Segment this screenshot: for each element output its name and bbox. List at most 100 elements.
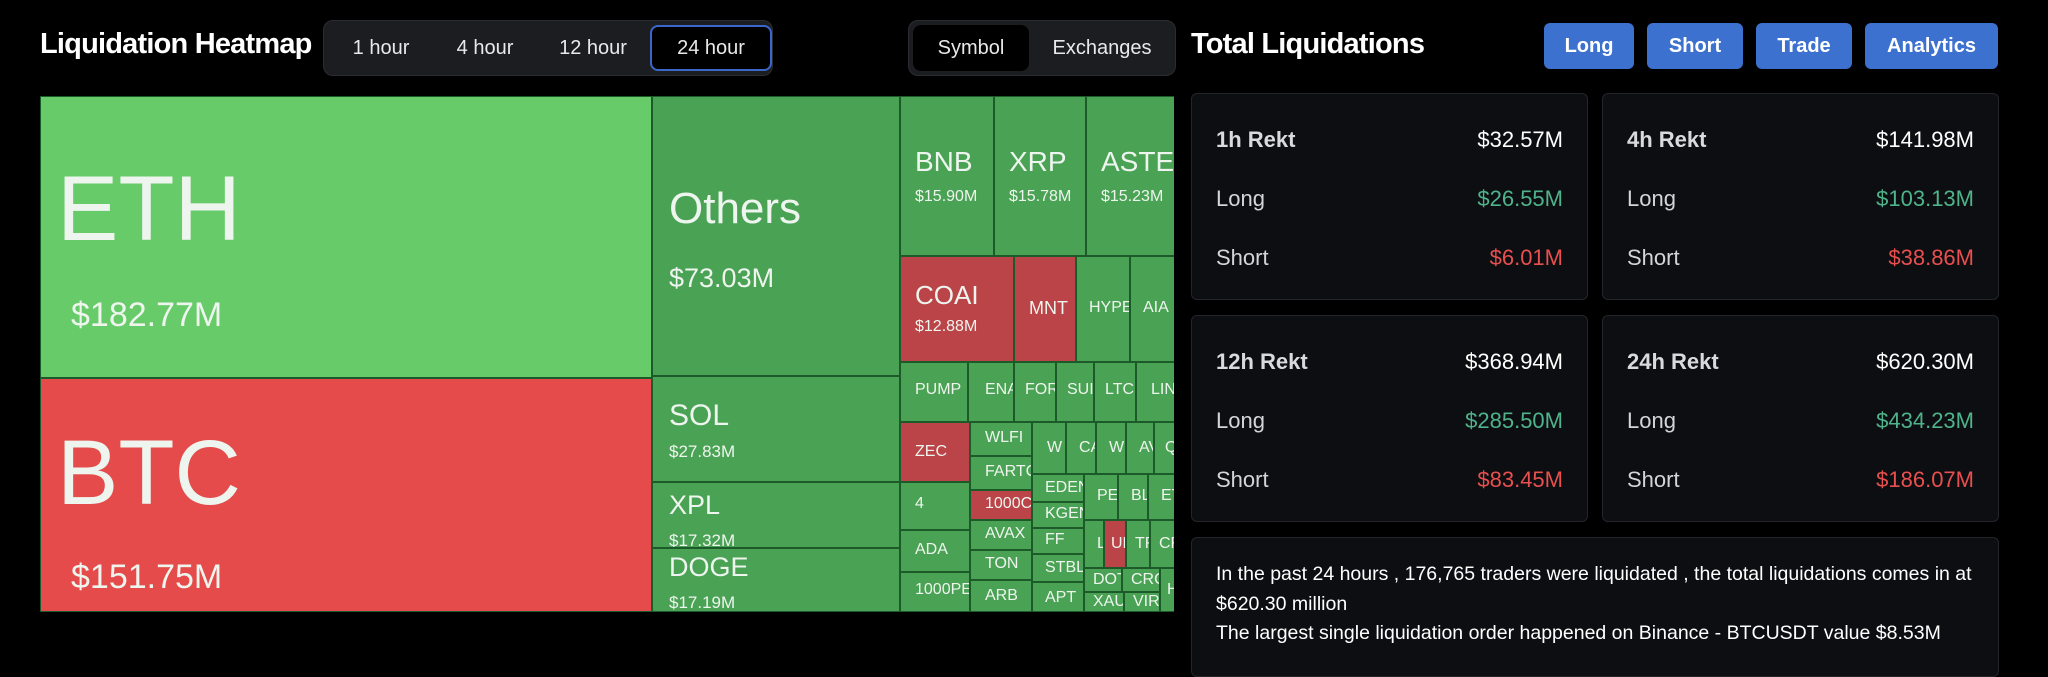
heatmap-tile-arb[interactable]: ARB: [970, 580, 1032, 612]
timeframe-4-hour[interactable]: 4 hour: [456, 37, 514, 59]
heatmap-tile-w[interactable]: W: [1032, 422, 1066, 474]
liquidation-summary: In the past 24 hours , 176,765 traders w…: [1191, 537, 1999, 677]
heatmap-tile-stbl[interactable]: STBL: [1032, 554, 1084, 582]
heatmap-tile-doge[interactable]: DOGE $17.19M: [652, 548, 900, 612]
tile-symbol: ZEC: [915, 443, 947, 460]
heatmap-tile-bnb[interactable]: BNB $15.90M: [900, 96, 994, 256]
tile-symbol: SOL: [669, 399, 730, 432]
heatmap-tile-coai[interactable]: COAI $12.88M: [900, 256, 1014, 362]
summary-line-2: The largest single liquidation order hap…: [1216, 622, 1941, 644]
heatmap-tile-hbar[interactable]: HBAR: [1160, 568, 1174, 612]
heatmap-tile-xpl[interactable]: XPL $17.32M: [652, 482, 900, 548]
tile-value: $27.83M: [669, 442, 736, 461]
tile-symbol: WIF: [1109, 439, 1125, 456]
tile-symbol: Others: [669, 184, 802, 233]
heatmap-tile-ton[interactable]: TON: [970, 550, 1032, 580]
tile-symbol: TON: [985, 555, 1019, 572]
heatmap-tile-kgen[interactable]: KGEN: [1032, 502, 1084, 528]
heatmap-tile-1000pepe[interactable]: 1000PEPE: [900, 572, 970, 612]
heatmap-tile-ff[interactable]: FF: [1032, 528, 1084, 554]
heatmap-tile-xrp[interactable]: XRP $15.78M: [994, 96, 1086, 256]
long-label: Long: [1216, 186, 1265, 211]
heatmap-tile-others[interactable]: Others $73.03M: [652, 96, 900, 376]
tile-symbol: W: [1047, 439, 1063, 456]
tile-value: $17.32M: [669, 530, 736, 548]
heatmap-tile-aia[interactable]: AIA: [1130, 256, 1174, 362]
heatmap-tile-crv[interactable]: CRV: [1150, 520, 1174, 568]
long-label: Long: [1627, 186, 1676, 211]
short-value: $6.01M: [1489, 245, 1563, 270]
timeframe-12-hour[interactable]: 12 hour: [559, 37, 627, 59]
tile-symbol: BLESS: [1131, 487, 1147, 504]
heatmap-tile-eden[interactable]: EDEN: [1032, 474, 1084, 502]
long-value: $103.13M: [1876, 186, 1974, 211]
tile-symbol: LINK: [1151, 381, 1174, 398]
heatmap-tile-1000cat[interactable]: 1000CAT: [970, 490, 1032, 520]
heatmap-tile-4[interactable]: 4: [900, 482, 970, 530]
heatmap-tile-avax[interactable]: AVAX: [970, 520, 1032, 550]
tile-symbol: HBAR: [1167, 581, 1174, 599]
tile-symbol: XPL: [669, 490, 721, 520]
heatmap-tile-sui[interactable]: SUI: [1056, 362, 1094, 422]
heatmap-tile-sol[interactable]: SOL $27.83M: [652, 376, 900, 482]
view-symbol[interactable]: Symbol: [913, 25, 1029, 71]
tile-symbol: KGEN: [1045, 505, 1083, 522]
heatmap-tile-bless[interactable]: BLESS: [1118, 474, 1148, 520]
tile-symbol: CRO: [1131, 571, 1159, 588]
heatmap-tile-cro[interactable]: CRO: [1122, 568, 1160, 592]
timeframe-24-hour[interactable]: 24 hour: [650, 25, 772, 71]
heatmap-tile-etc[interactable]: ETC: [1148, 474, 1174, 520]
tile-symbol: FARTCOIN: [985, 463, 1031, 480]
heatmap-tile-link[interactable]: LINK: [1136, 362, 1174, 422]
tile-symbol: CRV: [1159, 535, 1174, 552]
heatmap-tile-form[interactable]: FORM: [1014, 362, 1056, 422]
tile-symbol: LINEA: [1097, 535, 1103, 553]
heatmap-tile-mnt[interactable]: MNT: [1014, 256, 1076, 362]
heatmap-tile-xaut[interactable]: XAUT: [1084, 592, 1124, 612]
short-button[interactable]: Short: [1647, 23, 1743, 69]
tile-symbol: TRX: [1135, 535, 1149, 552]
analytics-button[interactable]: Analytics: [1865, 23, 1998, 69]
heatmap-tile-hype[interactable]: HYPE: [1076, 256, 1130, 362]
tile-symbol: HYPE: [1089, 299, 1130, 316]
tile-symbol: ENA: [985, 381, 1013, 398]
tile-value: $17.19M: [669, 592, 736, 612]
card-total: $620.30M: [1876, 349, 1974, 374]
tile-symbol: XAUT: [1093, 593, 1123, 610]
long-button[interactable]: Long: [1544, 23, 1634, 69]
liquidation-heatmap: ETH $182.77M BTC $151.75M Others $73.03M SOL $2…: [40, 96, 1174, 612]
tile-value: $15.78M: [1009, 187, 1072, 205]
heatmap-tile-zec[interactable]: ZEC: [900, 422, 970, 482]
tile-symbol: QNT: [1165, 439, 1174, 457]
view-exchanges[interactable]: Exchanges: [1052, 37, 1152, 59]
heatmap-tile-dot[interactable]: DOT: [1084, 568, 1122, 592]
tile-symbol: XRP: [1009, 146, 1067, 177]
heatmap-tile-ada[interactable]: ADA: [900, 530, 970, 572]
heatmap-tile-trx[interactable]: TRX: [1126, 520, 1150, 568]
heatmap-tile-eth[interactable]: ETH $182.77M: [40, 96, 652, 378]
tile-symbol: AVAX: [985, 525, 1026, 542]
heatmap-tile-apt[interactable]: APT: [1032, 582, 1084, 612]
heatmap-tile-fartcoin[interactable]: FARTCOIN: [970, 456, 1032, 490]
heatmap-tile-linea[interactable]: LINEA: [1084, 520, 1104, 568]
heatmap-tile-ena[interactable]: ENA: [968, 362, 1014, 422]
heatmap-tile-btc[interactable]: BTC $151.75M: [40, 378, 652, 612]
heatmap-tile-wlfi[interactable]: WLFI: [970, 422, 1032, 456]
heatmap-tile-uni[interactable]: UNI: [1104, 520, 1126, 568]
trade-button[interactable]: Trade: [1756, 23, 1852, 69]
heatmap-tile-wif[interactable]: WIF: [1096, 422, 1126, 474]
heatmap-tile-pump[interactable]: PUMP: [900, 362, 968, 422]
heatmap-tile-aster[interactable]: ASTER $15.23M: [1086, 96, 1174, 256]
tile-symbol: MNT: [1029, 298, 1068, 318]
heatmap-tile-ltc[interactable]: LTC: [1094, 362, 1136, 422]
heatmap-tile-pengu[interactable]: PENGU: [1084, 474, 1118, 520]
tile-symbol: APT: [1045, 589, 1077, 606]
total-liquidations-title: Total Liquidations: [1191, 28, 1425, 60]
heatmap-tile-cake[interactable]: CAKE: [1066, 422, 1096, 474]
tile-symbol: LTC: [1105, 381, 1135, 398]
heatmap-tile-virtual[interactable]: VIRTUAL: [1124, 592, 1160, 612]
heatmap-tile-qnt[interactable]: QNT: [1154, 422, 1174, 474]
heatmap-tile-avnt[interactable]: AVNT: [1126, 422, 1154, 474]
view-selector: Symbol Exchanges: [908, 20, 1176, 76]
timeframe-1-hour[interactable]: 1 hour: [352, 37, 410, 59]
